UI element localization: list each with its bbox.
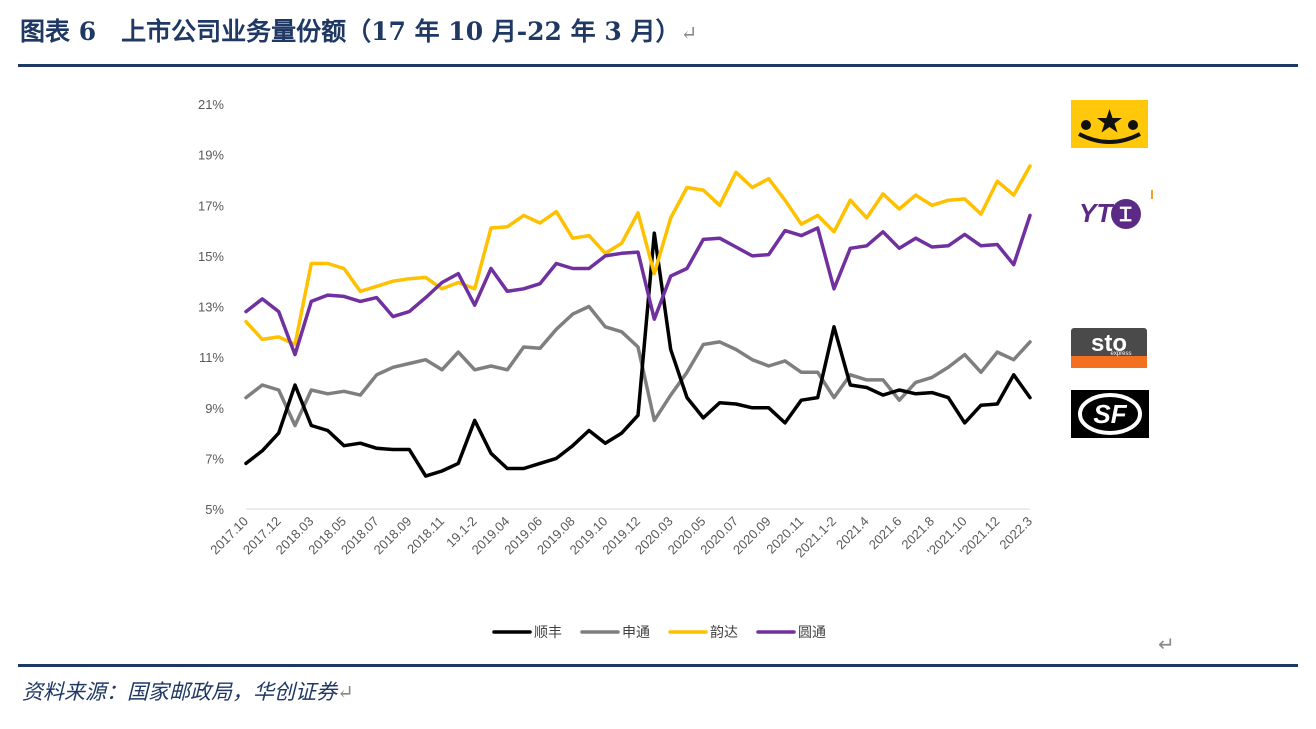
x-tick-label: 2021.4 (833, 514, 872, 553)
yto-logo: YTO Ꮖ (1076, 190, 1156, 234)
series-line-3 (244, 213, 1032, 357)
y-tick-label: 9% (205, 401, 224, 416)
bottom-rule (18, 664, 1298, 667)
y-tick-label: 13% (198, 300, 224, 315)
sto-logo-text: sto (1091, 330, 1127, 357)
svg-text:Ꮖ: Ꮖ (1120, 205, 1132, 226)
yunda-logo (1071, 100, 1148, 148)
x-tick-label: 2022.3 (996, 514, 1035, 553)
legend-label: 顺丰 (534, 625, 562, 641)
figure-title: 图表 6 上市公司业务量份额（17 年 10 月-22 年 3 月）↵ (20, 12, 697, 48)
figure-title-text: 图表 6 上市公司业务量份额（17 年 10 月-22 年 3 月） (20, 17, 681, 46)
y-tick-label: 5% (205, 502, 224, 517)
legend-label: 圆通 (798, 625, 826, 641)
return-mark: ↵ (680, 21, 698, 45)
legend-label: 韵达 (710, 625, 738, 641)
legend-label: 申通 (622, 625, 650, 641)
series-line-0 (244, 231, 1032, 478)
y-tick-label: 17% (198, 198, 224, 213)
series-line-2 (244, 164, 1032, 347)
x-tick-label: 2021.6 (866, 514, 905, 553)
sto-logo-subtext: express (1110, 351, 1131, 357)
x-axis: 2017.102017.122018.032018.052018.072018.… (207, 508, 1035, 560)
source-text: 资料来源：国家邮政局，华创证券 (22, 680, 337, 704)
y-tick-label: 11% (199, 350, 224, 365)
source-note: 资料来源：国家邮政局，华创证券↵ (22, 676, 354, 706)
sf-logo-image: SF (1071, 390, 1149, 438)
sf-logo: SF (1071, 390, 1149, 438)
return-mark-3: ↵ (337, 680, 354, 704)
chart-legend: 顺丰 申通 韵达 圆通 (492, 625, 826, 641)
sto-logo-image: sto express (1071, 328, 1147, 368)
yto-logo-image: YTO Ꮖ (1079, 190, 1153, 229)
y-axis: 5% 7% 9% 11% 13% 15% 17% 19% 21% (198, 97, 224, 517)
yunda-logo-image (1071, 100, 1148, 148)
series-lines (244, 164, 1032, 478)
y-tick-label: 15% (198, 249, 224, 264)
return-mark-2: ↵ (1158, 632, 1175, 656)
top-rule (18, 64, 1298, 67)
y-tick-label: 21% (198, 97, 224, 112)
x-tick-label: 2018.11 (404, 514, 447, 557)
sto-logo: sto express (1071, 328, 1147, 368)
y-tick-label: 7% (205, 451, 224, 466)
y-tick-label: 19% (198, 148, 224, 163)
series-line-1 (244, 304, 1032, 428)
sf-logo-text: SF (1093, 399, 1127, 429)
